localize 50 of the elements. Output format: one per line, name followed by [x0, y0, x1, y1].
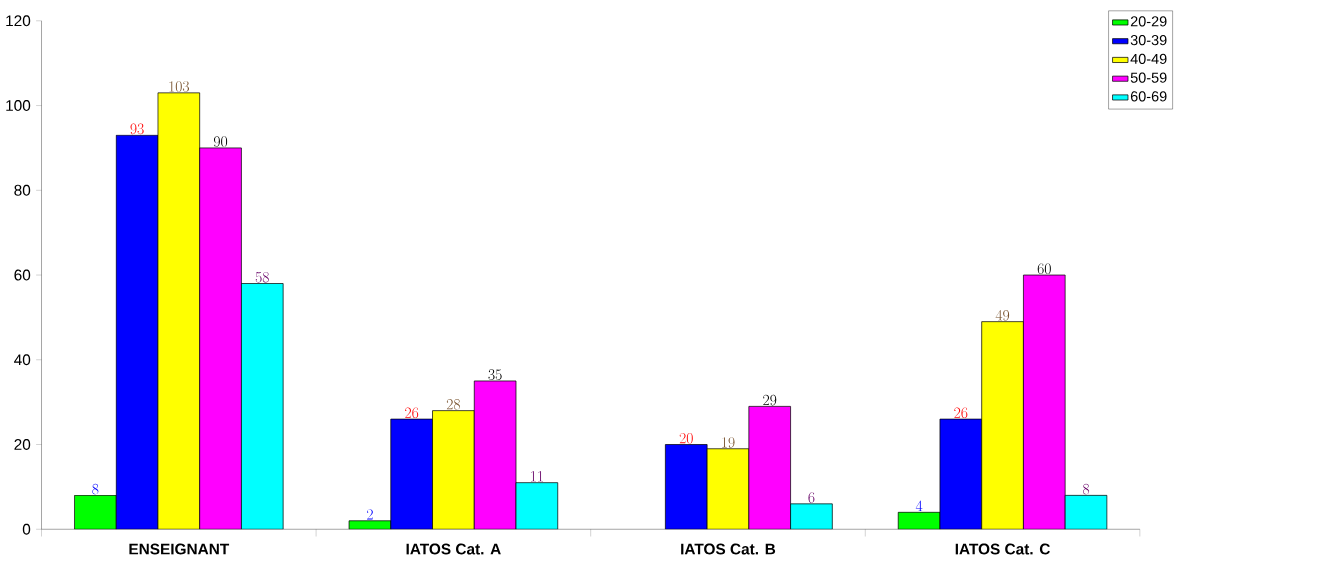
data-label: 2: [366, 508, 373, 520]
bar: [1023, 274, 1066, 530]
bar: [241, 283, 284, 530]
data-label: 49: [995, 309, 1010, 321]
bar: [897, 511, 941, 530]
y-tick-label: 120: [6, 15, 31, 27]
x-tick-label: IATOS Cat. C: [955, 543, 1050, 555]
bar: [707, 448, 749, 530]
legend-label: 20-29: [1130, 16, 1167, 27]
legend-label: 30-39: [1130, 34, 1167, 46]
data-label: 8: [92, 483, 99, 495]
bar: [157, 92, 200, 530]
data-label: 93: [130, 123, 144, 134]
x-tick-label: IATOS Cat. A: [406, 543, 501, 555]
bar: [981, 321, 1024, 530]
bar: [74, 495, 117, 530]
data-label: 26: [405, 407, 419, 418]
bar: [516, 482, 558, 530]
x-tick-label: ENSEIGNANT: [129, 543, 230, 555]
bar: [349, 520, 391, 530]
data-label: 4: [915, 500, 923, 511]
bar: [1064, 494, 1108, 530]
legend-label: 40-49: [1130, 53, 1167, 64]
data-label: 8: [1082, 483, 1090, 495]
bar: [199, 147, 242, 530]
data-label: 103: [169, 81, 190, 92]
y-tick-label: 40: [14, 354, 31, 366]
x-tick-label: IATOS Cat. B: [681, 543, 776, 555]
data-label: 11: [531, 470, 543, 482]
data-label: 60: [1037, 263, 1051, 274]
y-tick-label: 0: [22, 523, 31, 535]
bar: [790, 503, 833, 530]
data-label: 29: [763, 394, 777, 406]
bar: [748, 406, 791, 530]
data-label: 20: [679, 432, 693, 444]
y-tick-label: 20: [14, 438, 31, 450]
data-label: 26: [954, 407, 968, 418]
legend-label: 50-59: [1130, 72, 1167, 83]
data-label: 35: [488, 369, 502, 380]
y-tick-label: 80: [14, 184, 31, 196]
data-label: 6: [808, 492, 815, 503]
bar: [432, 410, 475, 530]
bar: [474, 380, 516, 530]
data-label: 90: [213, 136, 228, 147]
data-label: 19: [722, 436, 735, 448]
data-label: 58: [255, 271, 269, 283]
data-label: 28: [446, 398, 461, 410]
y-tick-label: 100: [6, 99, 31, 111]
y-tick-label: 60: [14, 269, 31, 281]
legend-label: 60-69: [1130, 91, 1167, 102]
